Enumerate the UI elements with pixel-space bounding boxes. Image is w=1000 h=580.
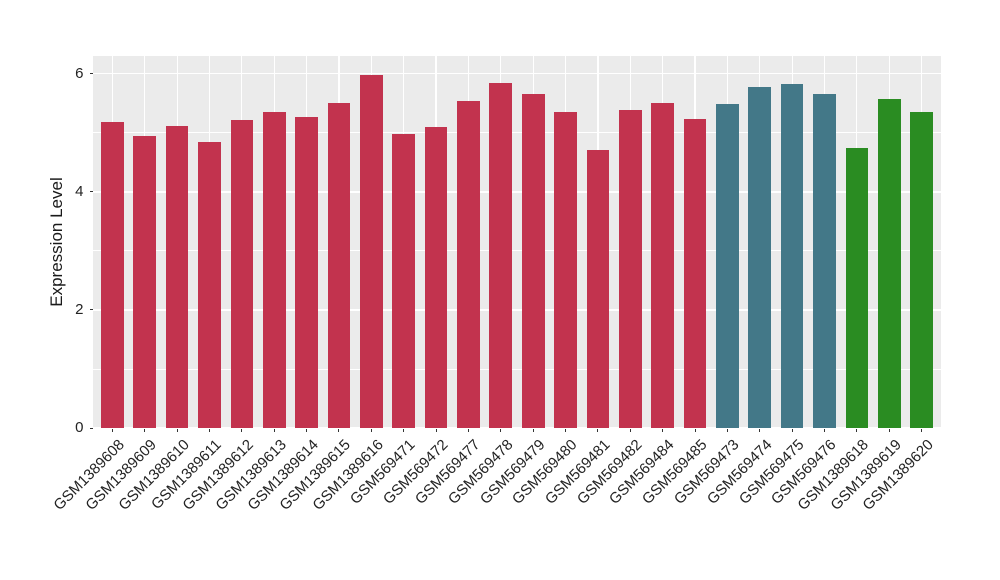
x-tickmark [791,428,793,432]
bar-GSM569482 [618,109,642,428]
x-tickmark [888,428,890,432]
x-tickmark [435,428,437,432]
bar-GSM569484 [651,103,674,428]
x-tickmark [306,428,308,432]
x-tickmark [694,428,696,432]
bar-GSM569485 [683,119,707,428]
y-tickmark-6 [89,73,93,75]
x-tickmark [662,428,664,432]
bar-GSM1389613 [262,111,286,428]
gridline-major-y6 [93,72,941,75]
bar-GSM569471 [392,133,416,428]
x-tickmark [338,428,340,432]
x-tickmark [921,428,923,432]
x-tickmark [726,428,728,432]
bar-GSM569475 [780,83,804,428]
x-tickmark [629,428,631,432]
y-tick-label-0: 0 [75,419,84,436]
y-tickmark-2 [89,309,93,311]
gridline-minor-y5 [93,132,941,134]
bar-GSM1389620 [910,112,933,428]
bar-GSM1389616 [360,74,383,428]
x-tickmark [111,428,113,432]
y-tick-label-2: 2 [75,300,84,318]
bar-GSM1389612 [230,120,254,428]
x-tickmark [597,428,599,432]
x-tickmark [370,428,372,432]
bar-GSM569474 [748,87,772,428]
x-tickmark [856,428,858,432]
x-tickmark [500,428,502,432]
bar-GSM1389618 [845,147,869,428]
x-tickmark [176,428,178,432]
gridline-major-y4 [93,191,941,193]
x-tickmark [241,428,243,432]
x-tickmark [209,428,211,432]
bar-GSM569479 [521,94,545,428]
x-tickmark [565,428,567,432]
gridline-major-y0 [93,427,941,429]
bar-GSM1389614 [295,116,318,428]
x-tickmark [273,428,275,432]
bar-GSM1389609 [133,136,157,428]
bar-GSM1389608 [101,122,124,428]
bar-GSM1389615 [327,103,351,428]
y-tick-label-4: 4 [75,182,84,200]
y-tickmark-0 [89,427,93,429]
y-tickmark-4 [89,191,93,193]
gridline-minor-y3 [93,250,941,252]
bar-GSM569472 [424,126,448,428]
bar-GSM1389610 [165,126,189,428]
x-tickmark [823,428,825,432]
bar-GSM569478 [489,83,513,428]
bar-GSM569473 [716,104,739,428]
x-tickmark [467,428,469,432]
gridline-major-y2 [93,309,941,311]
x-tickmark [532,428,534,432]
bar-GSM569476 [813,93,836,428]
y-tick-label-6: 6 [75,64,84,82]
bar-GSM569481 [586,150,610,428]
x-tickmark [759,428,761,432]
x-tickmark [144,428,146,432]
bar-GSM569480 [554,112,577,428]
bar-GSM1389619 [877,98,901,428]
gridline-minor-y1 [93,368,941,370]
bar-GSM569477 [457,101,480,428]
bar-GSM1389611 [198,142,221,428]
x-tickmark [403,428,405,432]
